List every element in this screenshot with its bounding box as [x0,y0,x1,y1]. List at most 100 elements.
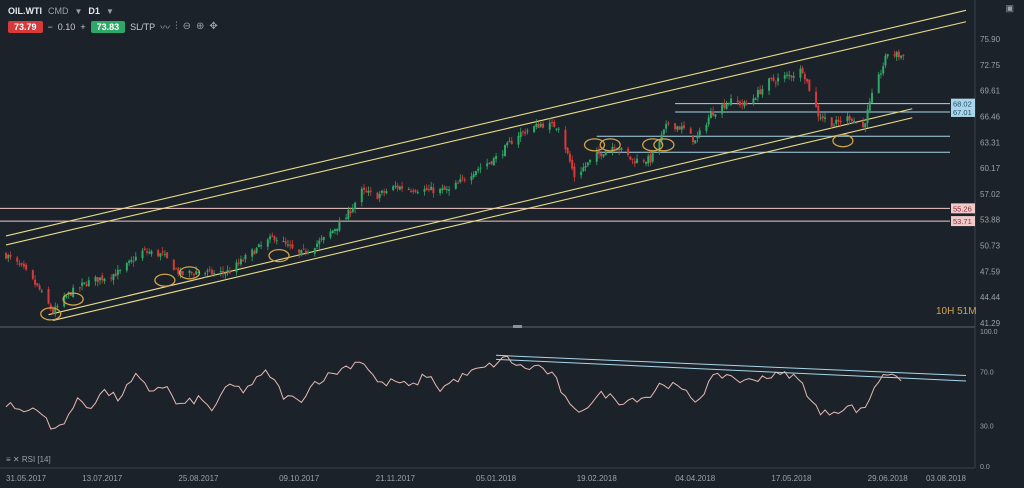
indicator-icon[interactable]: ⫶ [175,21,178,32]
bull-candle [316,243,319,247]
symbol-name[interactable]: OIL.WTI [8,6,42,16]
bull-candle [94,277,97,282]
bull-candle [714,114,717,117]
bear-candle [85,284,88,286]
bear-candle [9,254,12,257]
bear-candle [369,190,372,192]
bear-candle [228,271,231,274]
bull-candle [707,117,710,125]
bear-candle [412,190,415,192]
time-axis-label: 19.02.2018 [577,474,618,483]
zoom-in-icon[interactable]: ⊕ [196,21,205,32]
bear-candle [291,244,294,249]
window-icon[interactable]: ▣ [1005,3,1014,13]
bear-candle [157,250,160,257]
crosshair-icon[interactable]: ✥ [209,21,218,32]
toolbar: OIL.WTI CMD ▼ D1 ▼ 73.79 − 0.10 + 73.83 … [8,6,218,36]
bear-candle [667,122,670,124]
bull-candle [345,217,348,220]
sell-price-button[interactable]: 73.79 [8,20,43,33]
bull-candle [354,202,357,209]
sltp-button[interactable]: SL/TP [130,21,156,32]
candles-group [5,49,905,317]
bear-candle [862,121,865,128]
bull-candle [119,270,122,272]
bull-candle [179,270,182,275]
increase-volume-button[interactable]: + [80,21,86,32]
bull-candle [879,73,882,75]
bull-candle [81,282,84,286]
bear-candle [736,100,739,103]
volume-value[interactable]: 0.10 [57,21,76,32]
bull-candle [318,240,321,245]
price-axis-label: 60.17 [980,164,1001,173]
bear-candle [633,161,636,164]
bull-candle [799,68,802,78]
bull-candle [150,251,153,255]
bull-candle [257,244,260,247]
bull-candle [244,255,247,260]
bull-candle [676,126,679,130]
bear-candle [443,186,446,191]
bear-candle [78,287,81,289]
bull-candle [226,270,229,272]
bull-candle [785,74,788,76]
bull-candle [54,306,57,314]
buy-price-button[interactable]: 73.83 [90,20,126,33]
bull-candle [479,167,482,169]
bear-candle [521,131,524,133]
bear-candle [510,140,513,145]
bear-candle [376,192,379,200]
price-axis-label: 53.88 [980,216,1001,225]
bear-candle [49,304,52,310]
bear-candle [598,150,601,154]
bear-candle [803,74,806,80]
bull-candle [548,122,551,130]
channel-line [52,117,913,321]
bear-candle [808,79,811,91]
rsi-axis-label: 0.0 [980,464,990,471]
bull-candle [877,74,880,94]
timeframe-select[interactable]: D1 [88,6,100,16]
bull-candle [743,101,746,107]
bear-candle [902,54,905,57]
bear-candle [897,51,900,58]
bear-candle [537,123,540,129]
bear-candle [363,187,366,190]
bear-candle [524,131,527,134]
bull-candle [87,280,90,286]
bear-candle [110,277,113,279]
bear-candle [31,270,34,279]
timeframe-caret-icon[interactable]: ▼ [105,6,114,16]
bull-candle [206,270,209,272]
bear-candle [790,75,793,78]
bear-candle [192,274,195,276]
bull-candle [367,190,370,193]
bear-candle [401,186,404,189]
bull-candle [660,134,663,141]
support-touch-marker [653,138,675,152]
bear-candle [806,78,809,82]
bull-candle [423,189,426,192]
time-axis-label: 05.01.2018 [476,474,517,483]
zoom-out-icon[interactable]: ⊖ [182,21,192,32]
bear-candle [839,120,842,123]
bull-candle [884,55,887,66]
dropdown-caret-icon[interactable]: ▼ [74,6,83,16]
bear-candle [20,263,23,265]
bear-candle [815,91,818,107]
bull-candle [336,228,339,232]
decrease-volume-button[interactable]: − [47,21,53,32]
bear-candle [242,260,245,262]
bull-candle [472,174,475,178]
draw-line-icon[interactable]: 〰 [160,23,171,34]
bull-candle [441,188,444,191]
bear-candle [114,273,117,277]
bull-candle [275,240,278,242]
rsi-indicator-label[interactable]: ≡ ✕ RSI [14] [6,455,51,464]
resistance-price-label: 53.71 [953,217,972,226]
bull-candle [40,290,43,292]
bull-candle [492,158,495,166]
time-axis-label: 17.05.2018 [771,474,812,483]
